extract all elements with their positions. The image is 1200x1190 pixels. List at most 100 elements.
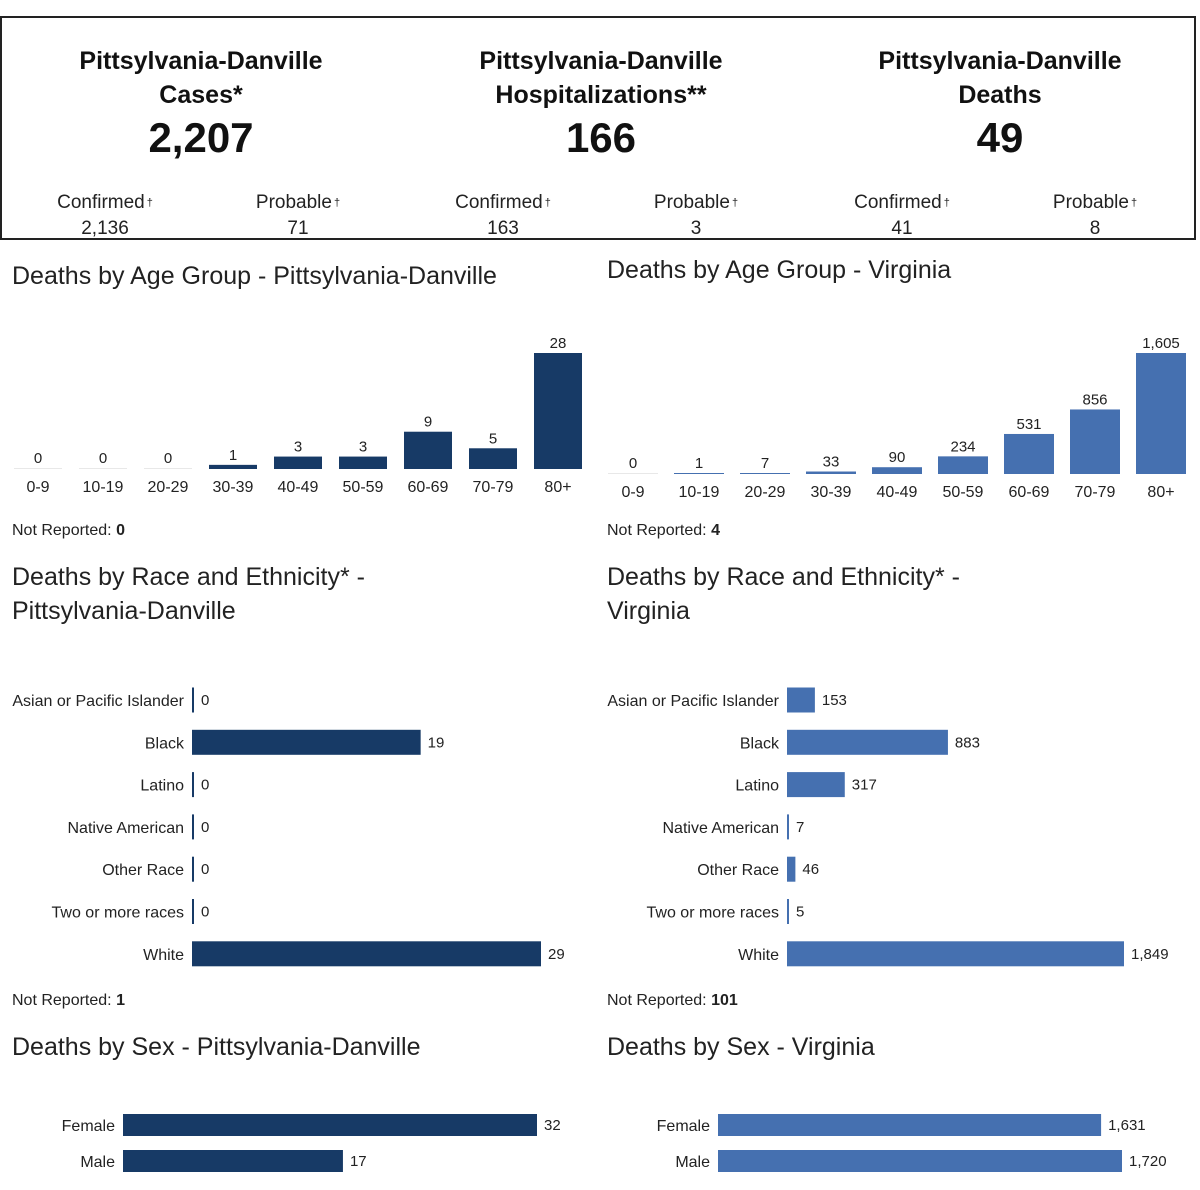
value-label-Latino: 317 <box>852 777 877 794</box>
value-label-0-9: 0 <box>629 455 637 472</box>
dagger-mark: † <box>146 197 153 209</box>
age-va-title: Deaths by Age Group - Virginia <box>607 256 952 284</box>
value-label-40-49: 3 <box>294 439 302 456</box>
dagger-mark: † <box>731 197 739 209</box>
hospitalizations-confirmed-value: 163 <box>487 218 519 239</box>
bar-Other Race <box>787 856 796 882</box>
value-label-80+: 1,605 <box>1142 335 1180 352</box>
age-pd-not-reported: Not Reported: 0 <box>12 522 125 540</box>
bar-Male <box>123 1150 343 1172</box>
value-label-White: 1,849 <box>1131 946 1169 963</box>
tick-label-0-9: 0-9 <box>26 479 49 496</box>
not-reported-value: 0 <box>116 522 125 539</box>
bar-Other Race <box>192 856 194 882</box>
category-label-Female: Female <box>62 1118 115 1135</box>
tick-label-40-49: 40-49 <box>877 484 918 501</box>
bar-Black <box>787 729 948 755</box>
category-label-Two or more races: Two or more races <box>52 905 184 922</box>
dagger-mark: † <box>544 197 551 209</box>
category-label-Latino: Latino <box>735 778 779 795</box>
value-label-70-79: 5 <box>489 430 497 447</box>
bar-Native American <box>787 814 789 840</box>
category-label-Other Race: Other Race <box>697 862 779 879</box>
value-label-Female: 1,631 <box>1108 1117 1146 1134</box>
sex-pd-title: Deaths by Sex - Pittsylvania-Danville <box>12 1033 421 1061</box>
bar-0-9 <box>608 473 658 474</box>
value-label-Asian or Pacific Islander: 153 <box>822 692 847 709</box>
value-label-Other Race: 46 <box>802 861 819 878</box>
tick-label-40-49: 40-49 <box>278 479 319 496</box>
category-label-Native American: Native American <box>68 820 185 837</box>
not-reported-label: Not Reported: <box>607 992 707 1009</box>
age-va-not-reported: Not Reported: 4 <box>607 522 720 540</box>
tick-label-80+: 80+ <box>544 479 571 496</box>
value-label-Black: 883 <box>955 734 980 751</box>
bar-80+ <box>1136 353 1186 474</box>
value-label-50-59: 3 <box>359 439 367 456</box>
hospitalizations-column: Pittsylvania-Danville Hospitalizations**… <box>402 18 800 240</box>
value-label-Other Race: 0 <box>201 861 209 878</box>
deaths-confirmed-value: 41 <box>891 218 913 239</box>
bar-White <box>192 941 541 967</box>
bar-Two or more races <box>192 899 194 924</box>
sex-pd-chart: Female 32 Male 17 <box>62 1114 561 1172</box>
bar-Female <box>718 1114 1102 1136</box>
cases-confirmed-value: 2,136 <box>81 218 129 239</box>
tick-label-20-29: 20-29 <box>148 479 189 496</box>
bar-20-29 <box>144 468 192 469</box>
tick-label-60-69: 60-69 <box>1009 484 1050 501</box>
value-label-30-39: 1 <box>229 447 237 464</box>
value-label-Asian or Pacific Islander: 0 <box>201 692 209 709</box>
value-label-Two or more races: 5 <box>796 904 804 921</box>
category-label-Asian or Pacific Islander: Asian or Pacific Islander <box>12 693 184 710</box>
value-label-20-29: 0 <box>164 450 172 467</box>
cases-confirmed-label: Confirmed <box>57 192 145 213</box>
category-label-White: White <box>143 947 184 964</box>
race-va-not-reported: Not Reported: 101 <box>607 992 738 1010</box>
tick-label-10-19: 10-19 <box>83 479 124 496</box>
value-label-Male: 1,720 <box>1129 1153 1167 1170</box>
category-label-Latino: Latino <box>140 778 184 795</box>
bar-10-19 <box>674 473 724 474</box>
bar-50-59 <box>339 456 387 469</box>
category-label-Male: Male <box>675 1154 710 1171</box>
deaths-total: 49 <box>976 114 1024 161</box>
value-label-20-29: 7 <box>761 455 769 472</box>
bar-60-69 <box>1004 433 1054 474</box>
deaths-confirmed: Confirmed † 41 <box>802 190 1002 242</box>
dagger-mark: † <box>1130 197 1138 209</box>
tick-label-60-69: 60-69 <box>408 479 449 496</box>
bar-50-59 <box>938 456 988 474</box>
tick-label-20-29: 20-29 <box>745 484 786 501</box>
tick-label-80+: 80+ <box>1147 484 1174 501</box>
category-label-Two or more races: Two or more races <box>647 905 779 922</box>
bar-Latino <box>192 772 194 798</box>
value-label-Black: 19 <box>428 734 445 751</box>
age-pd-chart: 0 0-9 0 10-19 0 20-29 1 30-39 3 40-49 3 50-59 9 60-69… <box>14 335 582 496</box>
value-label-Female: 32 <box>544 1117 561 1134</box>
not-reported-value: 101 <box>711 992 738 1009</box>
tick-label-50-59: 50-59 <box>343 479 384 496</box>
bar-70-79 <box>1070 409 1120 474</box>
deaths-probable: Probable † 8 <box>995 190 1195 242</box>
value-label-70-79: 856 <box>1082 391 1107 408</box>
value-label-Two or more races: 0 <box>201 904 209 921</box>
bar-Native American <box>192 814 194 840</box>
value-label-White: 29 <box>548 946 565 963</box>
bar-10-19 <box>79 468 127 469</box>
bar-40-49 <box>872 467 922 474</box>
dagger-mark: † <box>943 197 950 209</box>
deaths-probable-label: Probable <box>1052 192 1129 213</box>
tick-label-10-19: 10-19 <box>679 484 720 501</box>
race-va-title: Deaths by Race and Ethnicity* - Virginia <box>607 563 960 625</box>
bar-Two or more races <box>787 899 789 924</box>
value-label-Male: 17 <box>350 1153 367 1170</box>
race-pd-not-reported: Not Reported: 1 <box>12 992 125 1010</box>
value-label-0-9: 0 <box>34 450 42 467</box>
deaths-column: Pittsylvania-Danville Deaths 49 Confirme… <box>801 18 1199 240</box>
bar-60-69 <box>404 431 452 469</box>
tick-label-70-79: 70-79 <box>473 479 514 496</box>
cases-column: Pittsylvania-Danville Cases* 2,207 Confi… <box>2 18 400 240</box>
dagger-mark: † <box>333 197 341 209</box>
not-reported-value: 1 <box>116 992 125 1009</box>
